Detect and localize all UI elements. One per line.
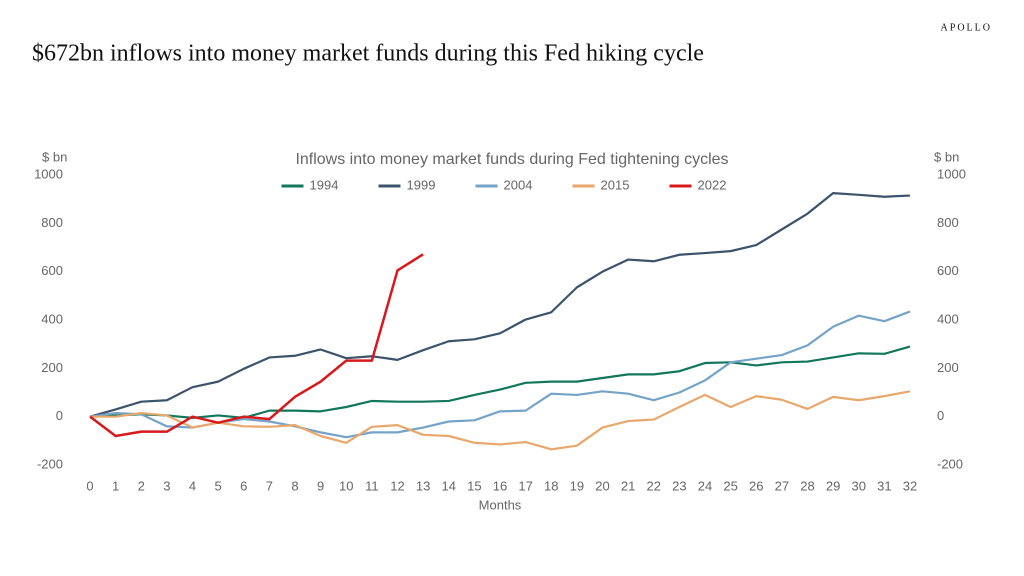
x-tick-label: 31 (877, 478, 891, 493)
x-tick-label: 21 (621, 478, 635, 493)
y2-tick-label: -200 (937, 456, 963, 471)
x-tick-label: 11 (365, 478, 379, 493)
x-tick-label: 23 (672, 478, 686, 493)
y-axis-label: $ bn (42, 149, 67, 164)
legend-label: 2022 (698, 177, 727, 192)
x-tick-label: 14 (442, 478, 456, 493)
x-tick-label: 10 (339, 478, 353, 493)
x-tick-label: 3 (163, 478, 170, 493)
y2-tick-label: 400 (937, 311, 959, 326)
chart-subtitle: Inflows into money market funds during F… (295, 151, 728, 168)
x-tick-label: 12 (390, 478, 404, 493)
series-line (90, 390, 911, 451)
legend-label: 1994 (310, 177, 339, 192)
series-line (89, 192, 911, 418)
x-tick-label: 20 (595, 478, 609, 493)
y2-tick-label: 200 (937, 360, 959, 375)
y-tick-label: -200 (37, 456, 63, 471)
x-tick-label: 26 (749, 478, 763, 493)
x-tick-label: 29 (826, 478, 840, 493)
x-tick-label: 22 (647, 478, 661, 493)
x-tick-label: 28 (800, 478, 814, 493)
y2-axis-label: $ bn (934, 149, 959, 164)
legend-label: 2015 (601, 177, 630, 192)
x-tick-label: 32 (903, 478, 917, 493)
x-tick-label: 19 (570, 478, 584, 493)
y-tick-label: 600 (41, 263, 63, 278)
x-tick-label: 7 (266, 478, 273, 493)
x-tick-label: 18 (544, 478, 558, 493)
x-tick-label: 9 (317, 478, 324, 493)
x-tick-label: 1 (112, 478, 119, 493)
x-tick-label: 4 (189, 478, 196, 493)
x-tick-label: 27 (775, 478, 789, 493)
x-tick-label: 6 (240, 478, 247, 493)
x-tick-label: 8 (291, 478, 298, 493)
y2-tick-label: 800 (937, 215, 959, 230)
x-tick-label: 17 (518, 478, 532, 493)
x-tick-label: 30 (852, 478, 866, 493)
legend-label: 2004 (504, 177, 533, 192)
y-tick-label: 1000 (34, 166, 63, 181)
x-axis-label: Months (479, 497, 522, 512)
x-tick-label: 5 (215, 478, 222, 493)
x-tick-label: 25 (723, 478, 737, 493)
series-line (89, 253, 424, 438)
y-tick-label: 200 (41, 360, 63, 375)
brand: APOLLO (941, 22, 992, 33)
x-tick-label: 0 (86, 478, 93, 493)
x-tick-label: 2 (138, 478, 145, 493)
series-line (89, 345, 911, 419)
legend-label: 1999 (407, 177, 436, 192)
y2-tick-label: 1000 (937, 166, 966, 181)
y2-tick-label: 600 (937, 263, 959, 278)
y-tick-label: 0 (56, 408, 63, 423)
x-tick-label: 15 (467, 478, 481, 493)
chart-title: $672bn inflows into money market funds d… (32, 41, 704, 67)
y-tick-label: 800 (41, 215, 63, 230)
x-tick-label: 24 (698, 478, 712, 493)
x-tick-label: 16 (493, 478, 507, 493)
series-line (89, 310, 911, 439)
y2-tick-label: 0 (937, 408, 944, 423)
y-tick-label: 400 (41, 311, 63, 326)
x-tick-label: 13 (416, 478, 430, 493)
